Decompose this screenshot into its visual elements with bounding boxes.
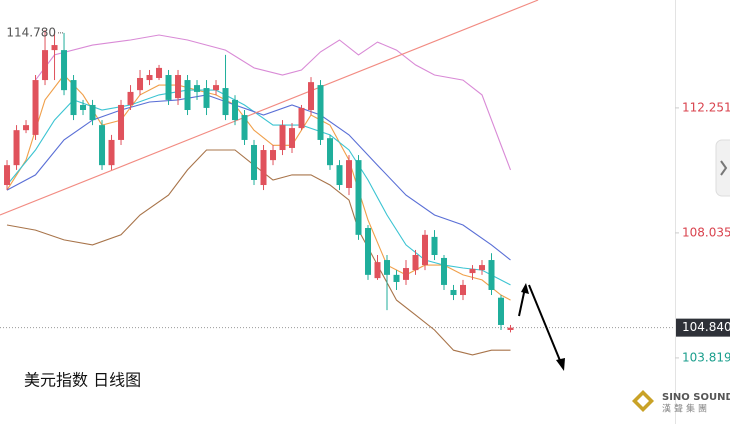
y-tick-label: 103.819 [682,350,730,364]
candle-body [469,268,476,274]
candle-body [61,50,68,91]
logo-name: SINO SOUND [662,392,730,403]
candle-body [175,75,182,99]
candle-body [99,125,106,166]
candle-body [260,150,267,186]
plot-area: 114.780 [0,0,675,356]
candle-body [384,260,391,275]
candle-body [289,128,296,148]
indicator-line [6,149,511,356]
candle-body [327,138,334,166]
candle-body [298,107,305,129]
candle-body [251,144,258,180]
candle-body [450,289,457,296]
candle-body [222,88,229,116]
last-price-box [676,318,730,337]
candle-body [4,165,11,186]
candle-body [13,130,20,166]
candle-body [498,297,505,325]
indicator-line [6,89,511,286]
candle-body [23,125,30,131]
high-label: 114.780 [6,25,56,39]
candle-body [403,268,410,280]
indicator-line [35,34,512,171]
candle-body [203,88,210,108]
candle-body [213,85,220,91]
candle-body [431,236,438,255]
candle-body [42,50,49,81]
logo-subtitle: 漢聲集團 [662,403,710,415]
logo: SINO SOUND 漢聲集團 [632,390,730,415]
candle-body [346,160,353,188]
candle-body [279,125,286,151]
candle-body [479,265,486,271]
candle-body [165,75,172,100]
candle-body [441,257,448,285]
candle-body [89,104,96,121]
candle-body [460,284,467,296]
candle-body [393,274,400,282]
candle-body [422,234,429,266]
candle-body [355,160,362,235]
candle-body [270,150,277,161]
candle-body [241,115,248,140]
candle-body [32,80,39,135]
candle-body [232,99,239,121]
candle-body [374,262,381,279]
y-tick-label: 108.035 [682,225,730,239]
candle-body [118,104,125,140]
indicator-line [0,0,539,216]
candle-body [80,104,87,111]
candle-body [308,82,315,111]
candle-body [127,91,134,105]
candle-body [51,45,58,51]
candle-body [507,327,514,331]
y-tick-label: 112.251 [682,100,730,114]
chart-title: 美元指数 日线图 [24,371,141,390]
candle-body [137,77,144,91]
candle-body [194,85,201,92]
forecast-arrows [518,283,565,371]
candle-body [146,75,153,81]
candle-body [412,254,419,271]
last-price-label: 104.840 [682,320,730,334]
candle-body [108,139,115,166]
candle-body [365,228,372,275]
candle-body [184,80,191,111]
candle-body [317,85,324,140]
candle-body [70,80,77,116]
candle-body [156,67,163,78]
expand-button[interactable] [715,139,730,197]
candle-body [488,260,495,290]
candle-body [336,165,343,186]
